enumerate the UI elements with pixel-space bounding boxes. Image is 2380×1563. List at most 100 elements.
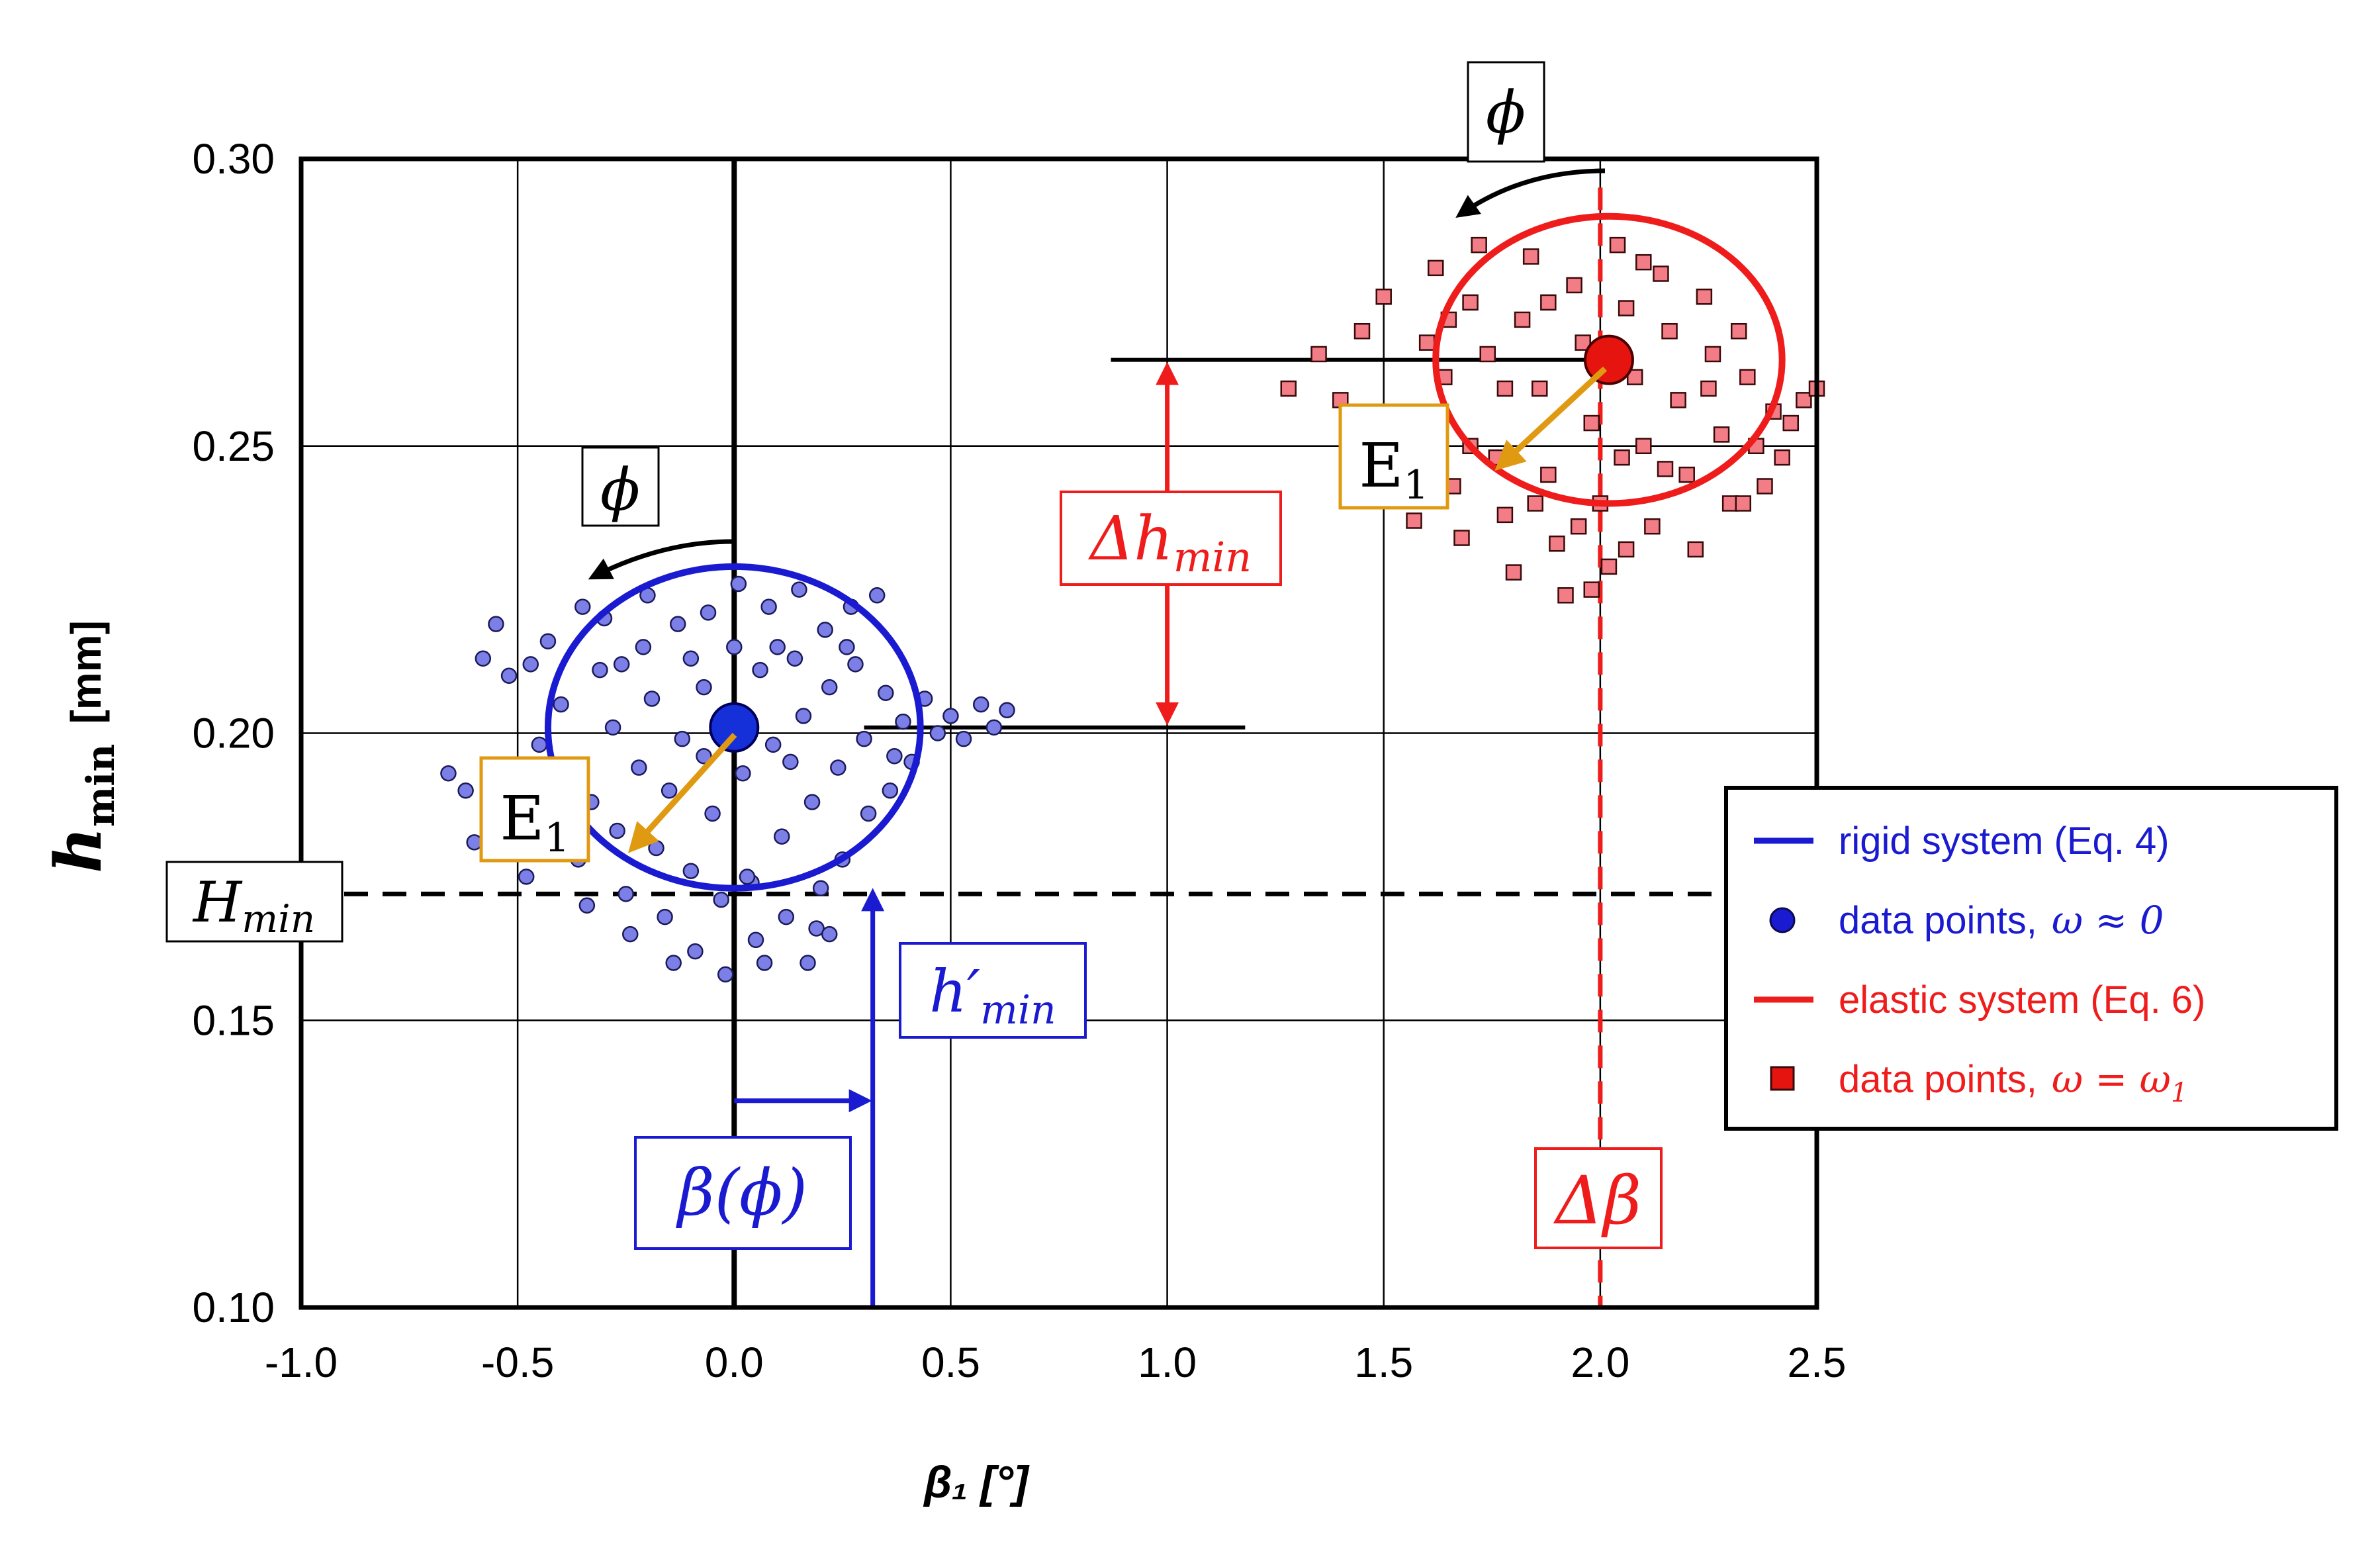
rigid-data-point [730,575,747,592]
phi-label-elastic: ϕ [1486,78,1526,146]
rigid-data-point [847,656,864,673]
e1-arrow-rigid [627,732,737,853]
rigid-data-point [574,598,591,615]
e1-label-elastic-main: E [1359,430,1403,501]
hmin-cap-sub: min [242,896,315,941]
rigid-data-point [622,925,639,943]
rigid-data-point [696,747,712,765]
y-axis-title: hmin [mm] [41,620,123,873]
rigid-data-point [955,730,972,747]
legend-elastic-points-omega-sub: 1 [2171,1078,2187,1108]
x-tick-label: -1.0 [265,1339,338,1386]
hmin-cap-label-box [165,861,343,943]
rigid-data-point [821,925,838,943]
elastic-data-point [1635,254,1652,271]
rigid-data-point [803,794,821,810]
elastic-data-point [1618,541,1635,558]
x-tick-label: 2.5 [1788,1339,1847,1386]
y-tick-label: 0.20 [192,710,275,757]
rigid-data-point [942,708,959,724]
tick-labels: -1.0 -0.5 0.0 0.5 1.0 1.5 2.0 2.5 0.10 0.15 0.20 0.… [192,135,1846,1386]
elastic-data-point [1532,380,1548,397]
legend-elastic-points-label: data points, ω = ω1 [1839,1057,2187,1108]
elastic-data-point [1653,265,1669,282]
elastic-data-point [1704,346,1721,363]
elastic-data-point [1496,506,1514,524]
hprime-min-sub: min [980,987,1056,1033]
rigid-data-point [713,891,729,908]
rigid-data-point [860,805,877,822]
rigid-data-point [739,869,756,885]
rigid-data-point [604,719,621,736]
plot-frame [298,156,1819,1310]
e1-label-box-rigid [479,756,590,863]
e1-label-elastic: E1 [1359,430,1428,508]
rigid-data-point [669,616,686,632]
hprime-min-label: h′min [929,957,1056,1033]
annotations: ϕ ϕ E1 E1 Hmin h′min β(ϕ) Δhmin Δβ [165,61,1663,1250]
elastic-data-point [1609,236,1626,254]
y-tick-label: 0.25 [192,422,275,470]
grid [300,158,1818,1309]
y-tick-label: 0.10 [192,1284,275,1331]
elastic-data-point [1375,288,1392,305]
rigid-data-point [578,897,596,914]
elastic-data-point [1557,587,1574,604]
rigid-data-point [522,656,539,673]
rigid-data-point [475,650,492,667]
rigid-data-point [985,719,1003,736]
elastic-data-point [1614,449,1630,466]
elastic-data-point [1527,495,1543,512]
rigid-data-point [488,616,504,632]
rigid-data-point [747,931,764,949]
rigid-data-point [774,828,790,845]
model-curves [544,213,1786,892]
hmin-cap-label: Hmin [192,870,315,941]
rigid-data-point [839,639,855,655]
phi-label-rigid: ϕ [600,455,640,524]
rigid-data-point [735,765,751,782]
rigid-data-point [539,633,557,649]
legend-rigid-label: rigid system (Eq. 4) [1839,820,2170,863]
rigid-data-point [682,863,700,879]
elastic-data-point [1570,518,1587,535]
legend-elastic-points-text: data points, [1839,1058,2037,1101]
plot-area-border [298,156,1819,1310]
rigid-data-point [886,747,903,765]
rigid-data-point [657,908,673,925]
rigid-data-point [466,834,482,851]
rigid-data-point [631,759,647,776]
elastic-data-point [1418,334,1436,351]
legend-rigid-points-marker [1769,907,1796,933]
svg-text:hmin[mm]: hmin [mm] [41,620,123,873]
delta-hmin-label-box [1060,491,1282,586]
rigid-data-point [878,685,894,702]
rigid-data-point [760,598,777,615]
rigid-data-point [553,696,569,713]
y-tick-label: 0.15 [192,996,275,1044]
rigid-data-point [687,943,704,960]
elastic-data-point [1280,380,1297,397]
rigid-data-point [618,886,634,902]
delta-hmin-main: Δh [1088,503,1173,574]
elastic-data-point [1453,530,1470,546]
x-axis-title: β₁ [°] [923,1457,1030,1507]
elastic-data-point [1310,346,1327,363]
x-tick-label: -0.5 [481,1339,554,1386]
legend-rigid-points-text: data points, [1839,899,2037,942]
elastic-data-point [1687,541,1704,558]
delta-hmin-sub: min [1173,533,1252,581]
rigid-data-point [999,702,1015,719]
elastic-data-point [1479,346,1496,363]
rigid-data-point [830,759,847,776]
rigid-data-points [440,575,1015,983]
elastic-data-point [1739,369,1756,385]
elastic-data-point [1678,466,1695,483]
rigid-data-point [856,730,872,747]
rigid-data-point [791,581,807,598]
rigid-data-point [778,908,795,925]
e1-label-box-elastic [1338,403,1449,510]
rigid-data-point [882,782,899,799]
rigid-data-point [440,765,457,782]
elastic-system-ellipse [1432,213,1786,507]
